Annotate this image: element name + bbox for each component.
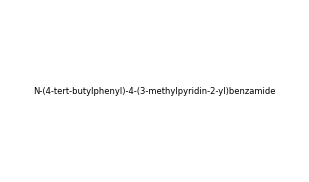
Text: N-(4-tert-butylphenyl)-4-(3-methylpyridin-2-yl)benzamide: N-(4-tert-butylphenyl)-4-(3-methylpyridi…: [33, 86, 276, 96]
